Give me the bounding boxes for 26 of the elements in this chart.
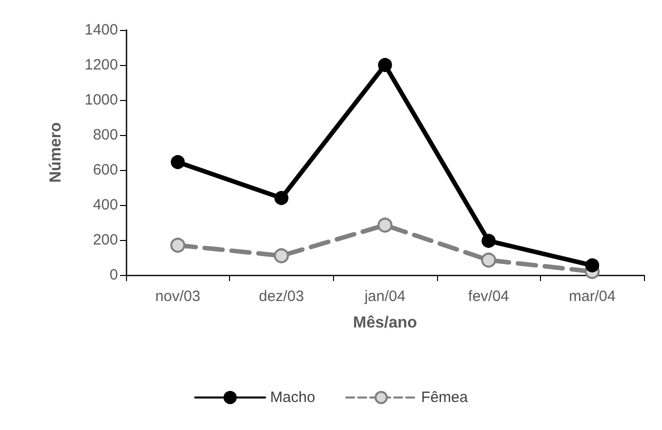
x-axis-title: Mês/ano <box>352 314 418 332</box>
point <box>482 234 496 248</box>
point <box>274 248 289 264</box>
legend-label: Fêmea <box>421 389 469 406</box>
y-tick-label: 1400 <box>84 22 118 38</box>
x-tick-label: fev/04 <box>468 288 510 305</box>
y-axis-title: Número <box>48 122 64 183</box>
point <box>170 238 186 253</box>
y-tick-label: 600 <box>92 162 118 178</box>
y-tick-label: 200 <box>92 232 118 248</box>
x-tick-label: dez/03 <box>258 288 304 305</box>
point <box>378 58 392 72</box>
y-tick-label: 0 <box>110 266 118 284</box>
x-tick-label: jan/04 <box>364 288 406 305</box>
point <box>170 155 185 170</box>
point <box>378 218 392 233</box>
x-tick-label: mar/04 <box>568 288 616 305</box>
y-tick-label: 400 <box>92 196 118 214</box>
point <box>481 252 496 268</box>
x-tick-label: nov/03 <box>155 288 200 305</box>
point <box>274 191 288 205</box>
y-tick-label: 800 <box>92 126 118 144</box>
legend-label: Macho <box>270 389 316 406</box>
point <box>585 258 600 272</box>
y-tick-label: 1000 <box>84 92 118 108</box>
y-tick-label: 1200 <box>84 56 118 74</box>
